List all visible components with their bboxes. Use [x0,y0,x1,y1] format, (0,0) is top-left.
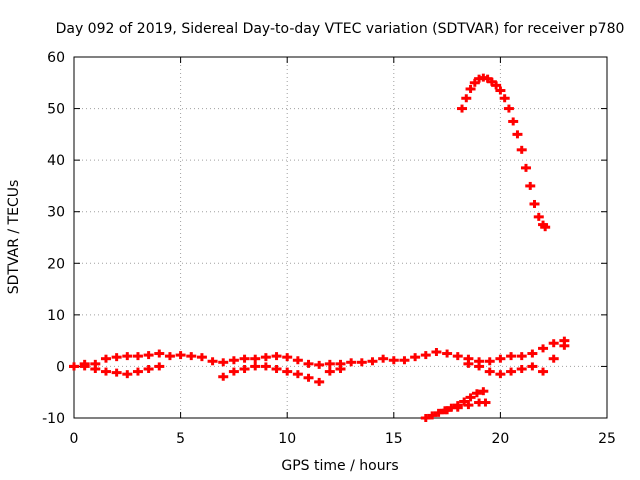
series-high-variation-arc [457,73,551,232]
y-tick-label: 60 [47,50,65,66]
y-tick-label: 40 [47,153,65,169]
y-axis-label: SDTVAR / TECUs [6,180,22,295]
series-low-elevation-band-upper-branch [69,336,570,371]
axis-ticks: 0 5 10 15 20 25 -10 0 10 20 30 40 50 60 [42,50,616,447]
series-negative-segment [420,387,491,422]
x-tick-label: 0 [70,431,79,447]
x-axis-label: GPS time / hours [281,458,398,474]
y-tick-label: 10 [47,308,65,324]
y-tick-label: 20 [47,256,65,272]
y-tick-label: 0 [56,359,65,375]
x-tick-label: 5 [176,431,185,447]
plot-frame [73,56,608,419]
chart-title: Day 092 of 2019, Sidereal Day-to-day VTE… [56,21,625,37]
y-tick-label: 50 [47,102,65,118]
y-tick-label: -10 [42,411,65,427]
x-tick-label: 15 [385,431,403,447]
y-tick-label: 30 [47,205,65,221]
x-tick-label: 25 [598,431,616,447]
data-points [69,73,570,422]
x-tick-label: 10 [278,431,296,447]
series-low-elevation-band-lower-branch [69,341,570,386]
x-tick-label: 20 [491,431,509,447]
